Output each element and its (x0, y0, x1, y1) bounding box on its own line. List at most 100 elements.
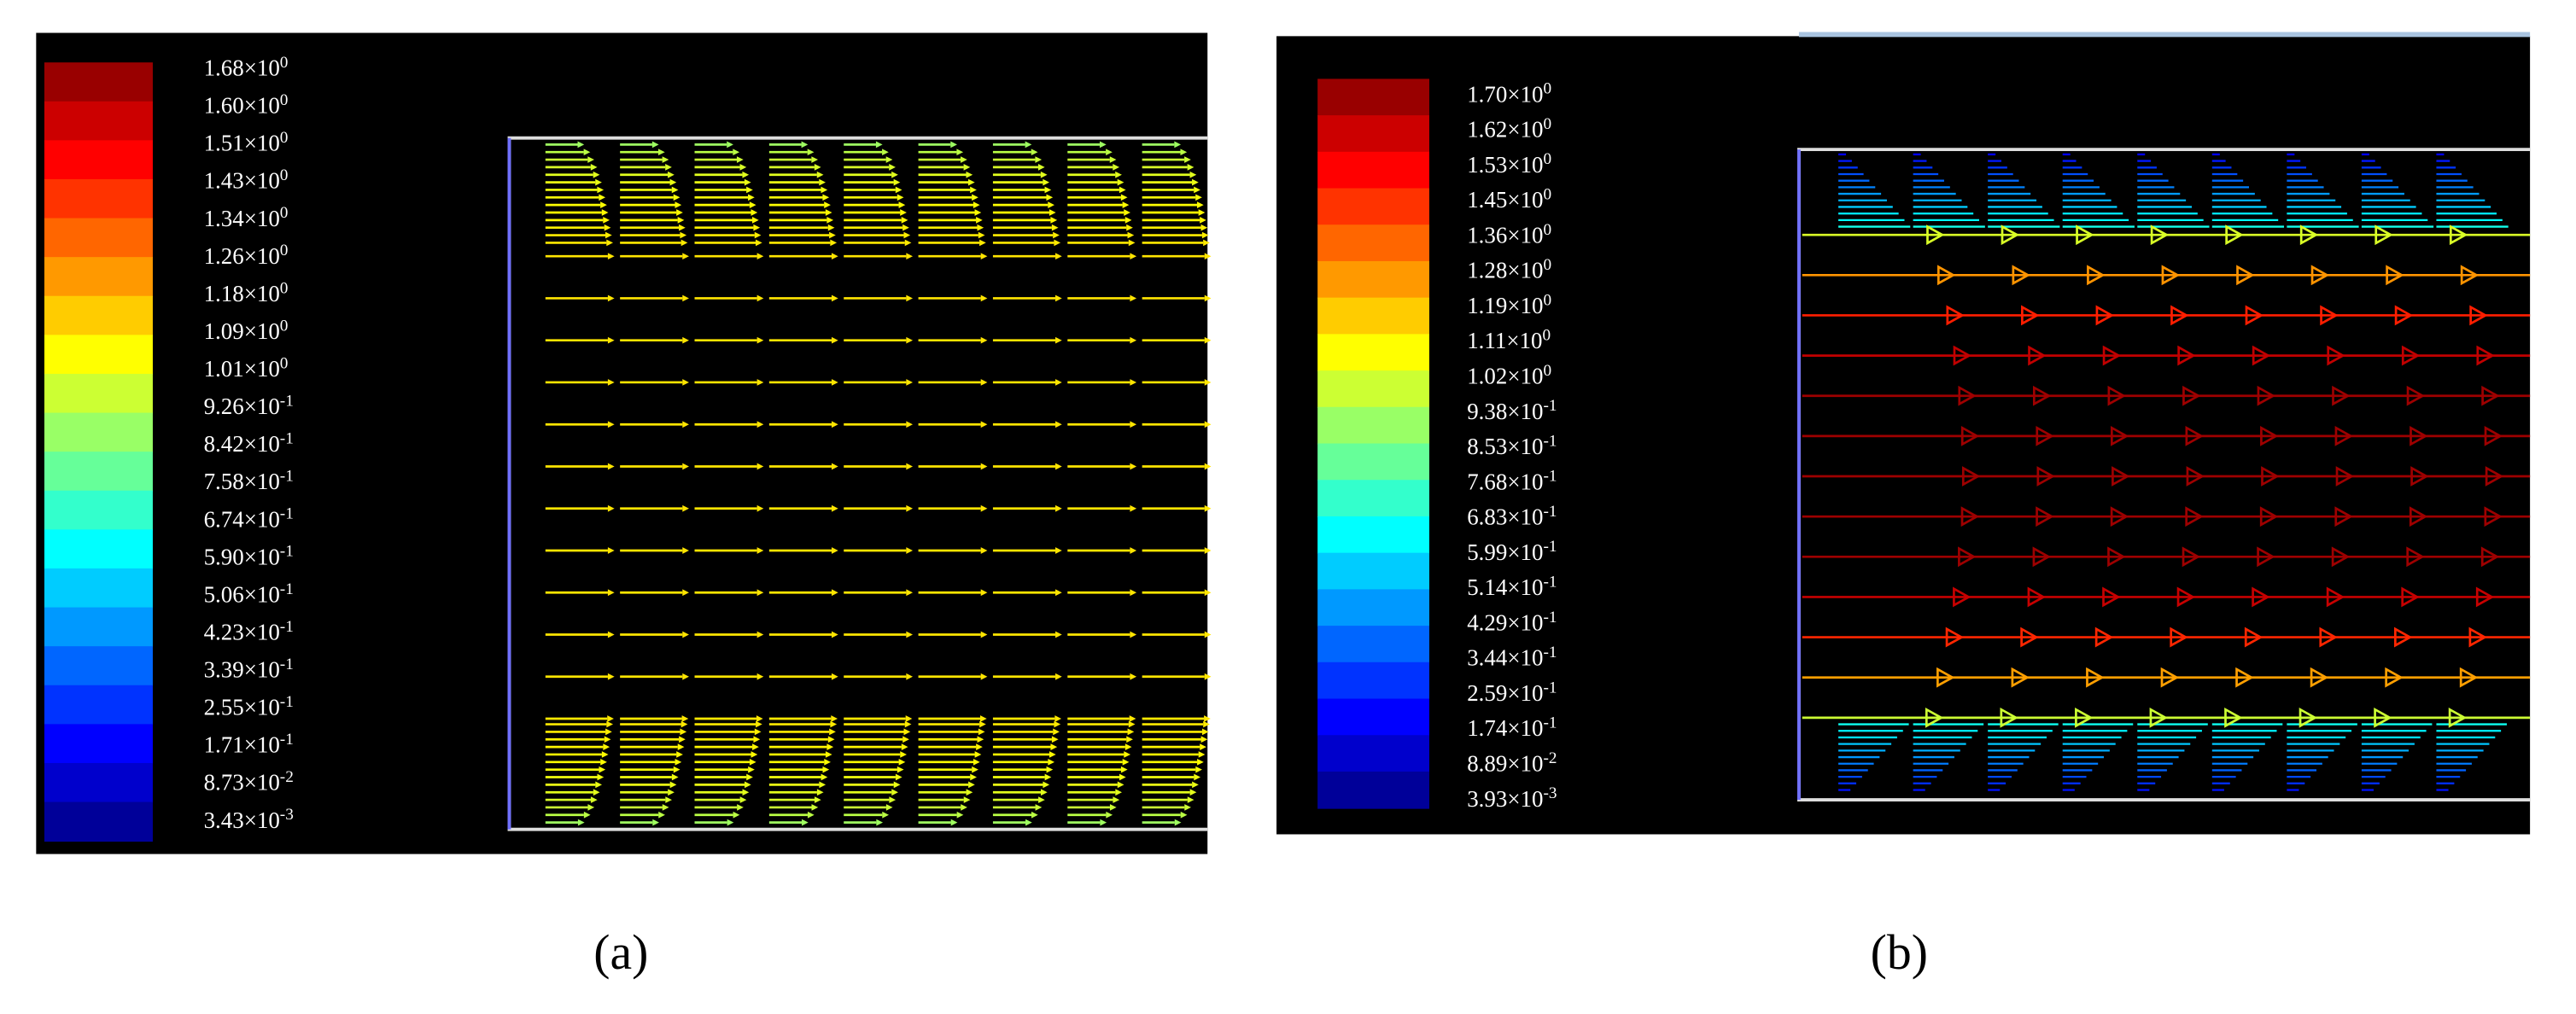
vector-head (2112, 466, 2130, 487)
vector-head (882, 149, 889, 156)
vector-head (801, 141, 809, 149)
vector-head (607, 547, 615, 554)
vector-head (801, 819, 809, 826)
vector-head (980, 673, 988, 680)
legend-mantissa: 8.89×10 (1467, 750, 1543, 776)
vector-head (2449, 224, 2468, 246)
legend-exponent: 0 (280, 204, 289, 222)
vector-head (1174, 819, 1182, 826)
vector-head (2224, 707, 2243, 728)
vector-head (1048, 201, 1054, 209)
vector-head (1961, 466, 1981, 487)
vector-head (1109, 156, 1117, 163)
vector-head (607, 294, 615, 302)
vector-head (1958, 385, 1977, 406)
vector-head (2170, 305, 2189, 326)
vector-head (607, 673, 615, 680)
vector-head (1195, 766, 1202, 773)
legend-label: 1.02×100 (1467, 362, 1551, 389)
vector-head (889, 796, 897, 803)
vector-head (830, 239, 838, 247)
vector-head (980, 463, 988, 470)
vector-head (893, 178, 901, 186)
vector-head (980, 253, 988, 260)
vector-head (1196, 201, 1204, 209)
vector-head (607, 463, 615, 470)
legend-mantissa: 1.43×10 (204, 168, 280, 194)
vector-head (980, 294, 988, 302)
legend-label: 8.53×10-1 (1467, 432, 1557, 459)
vector-head (829, 728, 836, 736)
vector-head (682, 336, 689, 344)
vector-head (1130, 253, 1137, 260)
legend-exponent: -1 (1543, 574, 1557, 592)
vector-head (2036, 425, 2054, 446)
vector-head (605, 728, 612, 736)
vector-head (682, 589, 689, 597)
vector-head (1053, 231, 1060, 239)
vector-head (906, 589, 914, 597)
colorbar-band (1317, 151, 1429, 189)
legend-exponent: 0 (280, 91, 289, 109)
vector-head (1049, 209, 1056, 216)
vector-head (901, 217, 908, 224)
vector-head (1204, 379, 1212, 386)
vector-head (885, 804, 893, 811)
vector-head (1126, 224, 1133, 231)
colorbar-band (44, 724, 153, 764)
legend-mantissa: 1.34×10 (204, 206, 280, 231)
legend-label: 1.09×100 (204, 317, 289, 344)
legend-mantissa: 1.19×10 (1467, 293, 1543, 318)
legend-mantissa: 2.55×10 (204, 695, 280, 720)
vector-head (746, 186, 753, 194)
vector-head (2185, 506, 2204, 527)
legend-mantissa: 2.59×10 (1467, 680, 1543, 706)
vector-head (2160, 667, 2180, 688)
legend-exponent: 0 (280, 242, 289, 259)
vector-head (903, 728, 911, 736)
vector-head (669, 178, 677, 186)
vector-head (756, 715, 763, 722)
vector-head (756, 421, 764, 428)
vector-head (2448, 707, 2468, 728)
legend-mantissa: 9.26×10 (204, 393, 280, 419)
colorbar-band (1317, 406, 1429, 445)
colorbar-band (44, 685, 153, 726)
vector-head (895, 773, 902, 781)
vector-head (1204, 463, 1212, 470)
vector-head (831, 631, 838, 638)
vector-head (603, 217, 610, 224)
vector-head (906, 253, 914, 260)
vector-head (754, 231, 762, 239)
vector-head (1126, 736, 1133, 743)
vector-head (2186, 466, 2205, 487)
legend-mantissa: 1.51×10 (204, 131, 280, 156)
vector-head (2468, 626, 2487, 648)
colorbar-band (44, 490, 153, 531)
vector-head (2480, 546, 2500, 568)
vector-head (906, 421, 914, 428)
vector-head (682, 294, 689, 302)
colorbar-band (44, 607, 153, 648)
vector-head (2032, 385, 2052, 406)
vector-head (1106, 811, 1113, 819)
vector-head (2261, 466, 2280, 487)
vector-head (1046, 194, 1054, 201)
vector-head (1100, 819, 1107, 826)
vector-head (665, 796, 672, 803)
vector-head (905, 715, 913, 722)
vector-head (1130, 504, 1137, 512)
vector-head (1050, 743, 1058, 750)
legend-label: 1.19×100 (1467, 291, 1551, 318)
legend-mantissa: 1.02×10 (1467, 363, 1543, 388)
vector-head (727, 819, 734, 826)
vector-head (1054, 239, 1061, 247)
vector-head (1117, 178, 1124, 186)
legend-mantissa: 1.71×10 (204, 732, 280, 758)
vector-head (756, 379, 764, 386)
vector-head (1130, 336, 1137, 344)
vector-head (1192, 781, 1199, 789)
legend-exponent: 0 (280, 279, 289, 297)
vector-head (821, 773, 828, 781)
